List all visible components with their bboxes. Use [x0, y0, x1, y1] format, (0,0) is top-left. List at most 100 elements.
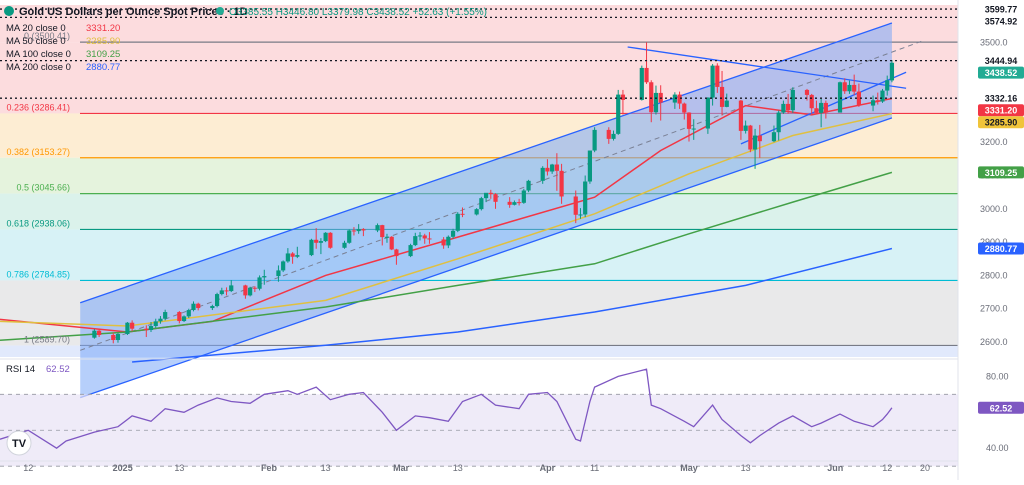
candle[interactable] — [422, 233, 427, 244]
candle[interactable] — [738, 99, 744, 140]
candle[interactable] — [351, 227, 357, 236]
candle[interactable] — [342, 240, 347, 249]
candle[interactable] — [521, 188, 526, 204]
candle[interactable] — [314, 228, 319, 249]
candle[interactable] — [394, 248, 399, 265]
candle[interactable] — [243, 284, 248, 299]
candle[interactable] — [649, 80, 654, 123]
candle[interactable] — [847, 80, 852, 94]
candle[interactable] — [554, 153, 559, 191]
candle[interactable] — [483, 192, 489, 203]
candle[interactable] — [691, 119, 696, 140]
candle[interactable] — [550, 163, 555, 174]
candle[interactable] — [880, 88, 885, 103]
candle[interactable] — [115, 333, 121, 343]
candle[interactable] — [771, 125, 777, 143]
candle[interactable] — [682, 102, 687, 120]
symbol-title[interactable]: Gold US Dollars per Ounce Spot Prices · … — [19, 6, 248, 18]
candle[interactable] — [587, 150, 593, 184]
candlestick-series[interactable] — [92, 42, 895, 344]
candle[interactable] — [875, 92, 880, 105]
candle[interactable] — [328, 232, 333, 249]
candle[interactable] — [852, 74, 857, 96]
candle[interactable] — [111, 332, 116, 344]
candle[interactable] — [870, 95, 876, 112]
candle[interactable] — [837, 81, 843, 113]
candle[interactable] — [276, 265, 281, 282]
candle[interactable] — [748, 124, 753, 153]
candle[interactable] — [163, 309, 168, 321]
candle[interactable] — [144, 325, 149, 338]
candle[interactable] — [809, 93, 814, 114]
candle[interactable] — [611, 130, 616, 141]
candle[interactable] — [295, 246, 300, 259]
candle[interactable] — [290, 252, 295, 264]
candle[interactable] — [97, 329, 102, 338]
time-axis[interactable]: 12 2025 13 Feb 13 Mar 13 Apr 11 May 13 Jun 12 20 — [0, 460, 958, 473]
candle[interactable] — [819, 98, 824, 128]
candle[interactable] — [885, 75, 890, 96]
candle[interactable] — [710, 63, 715, 106]
candle[interactable] — [743, 120, 748, 134]
candle[interactable] — [479, 196, 484, 211]
candle[interactable] — [257, 275, 262, 291]
candle[interactable] — [214, 292, 220, 308]
candle[interactable] — [224, 287, 229, 296]
candle[interactable] — [686, 112, 692, 142]
candle[interactable] — [262, 269, 267, 285]
candle[interactable] — [380, 224, 385, 246]
candle[interactable] — [856, 83, 861, 107]
candle[interactable] — [229, 280, 234, 293]
candle[interactable] — [526, 179, 531, 193]
tradingview-logo[interactable]: TV — [6, 430, 32, 456]
candle[interactable] — [413, 232, 418, 247]
candle[interactable] — [616, 89, 621, 135]
candle[interactable] — [715, 63, 720, 93]
rsi-pane[interactable]: RSI 14 62.52 40.00 80.00 62.52 — [0, 358, 1024, 467]
candle[interactable] — [705, 97, 710, 134]
candle[interactable] — [375, 223, 380, 233]
candle[interactable] — [252, 286, 257, 293]
candle[interactable] — [408, 243, 413, 258]
candle[interactable] — [719, 70, 725, 116]
candle[interactable] — [573, 190, 578, 224]
candle[interactable] — [309, 238, 314, 257]
candle[interactable] — [417, 232, 423, 241]
candle[interactable] — [361, 228, 366, 237]
candle[interactable] — [512, 200, 517, 206]
candle[interactable] — [389, 236, 394, 251]
candle[interactable] — [814, 100, 819, 114]
candle[interactable] — [455, 212, 460, 233]
candle[interactable] — [507, 197, 512, 208]
candle[interactable] — [427, 232, 432, 244]
candle[interactable] — [790, 87, 795, 113]
candle[interactable] — [130, 320, 135, 332]
candle[interactable] — [474, 208, 479, 216]
candle[interactable] — [148, 322, 154, 333]
candle[interactable] — [92, 329, 97, 339]
candle[interactable] — [177, 311, 182, 324]
candle[interactable] — [889, 60, 895, 83]
candle[interactable] — [248, 286, 253, 297]
candle[interactable] — [517, 198, 522, 206]
candle[interactable] — [281, 260, 286, 273]
candle[interactable] — [356, 224, 361, 234]
candle[interactable] — [540, 166, 545, 184]
candle[interactable] — [583, 175, 588, 218]
candle[interactable] — [620, 89, 626, 115]
candle[interactable] — [781, 100, 786, 114]
candle[interactable] — [592, 127, 597, 153]
candle[interactable] — [210, 304, 215, 311]
candle[interactable] — [285, 248, 290, 263]
candle[interactable] — [125, 322, 130, 336]
candle[interactable] — [823, 100, 828, 119]
candle[interactable] — [677, 91, 682, 109]
candle[interactable] — [450, 228, 456, 239]
candle[interactable] — [672, 92, 677, 109]
candle[interactable] — [191, 301, 196, 312]
candle[interactable] — [644, 42, 649, 84]
candle[interactable] — [493, 193, 498, 209]
candle[interactable] — [559, 163, 564, 204]
candle[interactable] — [446, 235, 451, 249]
